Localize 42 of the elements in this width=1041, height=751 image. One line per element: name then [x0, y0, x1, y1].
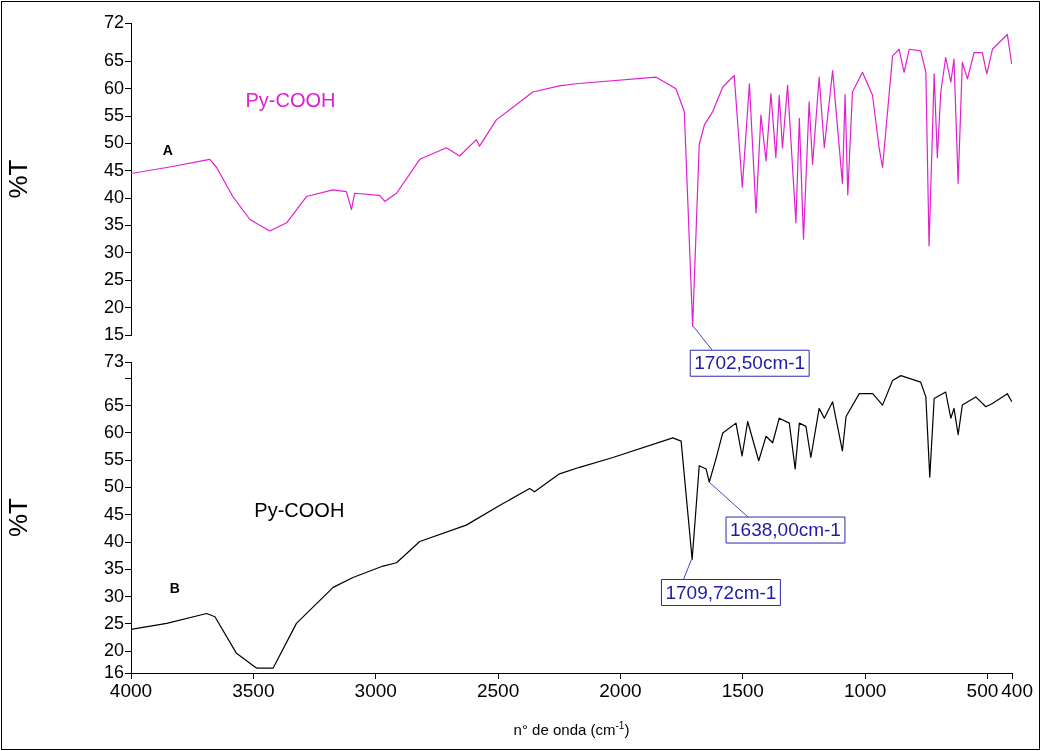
- y-tick-label: 30: [103, 585, 124, 606]
- annotation: A: [162, 141, 173, 158]
- x-tick-label: 3500: [232, 679, 275, 701]
- y-tick-label: 55: [103, 105, 124, 126]
- text: Py-COOH: [245, 88, 336, 111]
- y-tick-label: 65: [103, 394, 124, 415]
- annotation: 1638,00cm-1: [730, 519, 841, 541]
- annotation: B: [169, 579, 180, 596]
- y-tick-label: 60: [103, 421, 124, 442]
- y-tick-label: 35: [103, 558, 124, 579]
- x-tick-label: 4000: [109, 679, 153, 701]
- y-tick-label: 55: [103, 449, 124, 470]
- y-tick-label: 16: [103, 661, 124, 682]
- y-tick-label: 20: [103, 640, 124, 661]
- y-tick-label: 45: [103, 503, 124, 524]
- y-tick-label: 15: [103, 323, 124, 344]
- annotation: 1702,50cm-1: [694, 352, 806, 374]
- y-tick-label: 40: [103, 187, 124, 208]
- x-tick-label: 3000: [354, 679, 397, 701]
- annotation: 1709,72cm-1: [665, 581, 777, 603]
- y-tick-label: 60: [103, 77, 124, 98]
- y-tick-label: 73: [103, 350, 124, 371]
- x-tick-label: 2000: [599, 679, 642, 701]
- x-tick-label: 2500: [476, 679, 520, 701]
- x-tick-label: 1500: [721, 679, 764, 701]
- y-tick-label: 50: [103, 476, 124, 497]
- x-tick-label: 400: [1001, 679, 1033, 701]
- y-axis-title: %T: [2, 159, 33, 199]
- y-tick-label: 30: [103, 241, 124, 262]
- y-tick-label: 20: [103, 296, 124, 317]
- x-tick-label: 1000: [844, 679, 887, 701]
- y-tick-label: 35: [103, 214, 124, 235]
- y-tick-label: 65: [103, 50, 124, 71]
- y-tick-label: 45: [103, 159, 124, 180]
- text: Py-COOH: [254, 498, 345, 521]
- y-tick-label: 25: [103, 269, 124, 290]
- y-tick-label: 50: [103, 132, 124, 153]
- y-tick-label: 25: [103, 612, 124, 633]
- x-tick-label: 500: [966, 679, 999, 701]
- y-axis-title: %T: [2, 497, 33, 537]
- y-tick-label: 72: [103, 11, 124, 32]
- y-tick-label: 40: [103, 531, 124, 552]
